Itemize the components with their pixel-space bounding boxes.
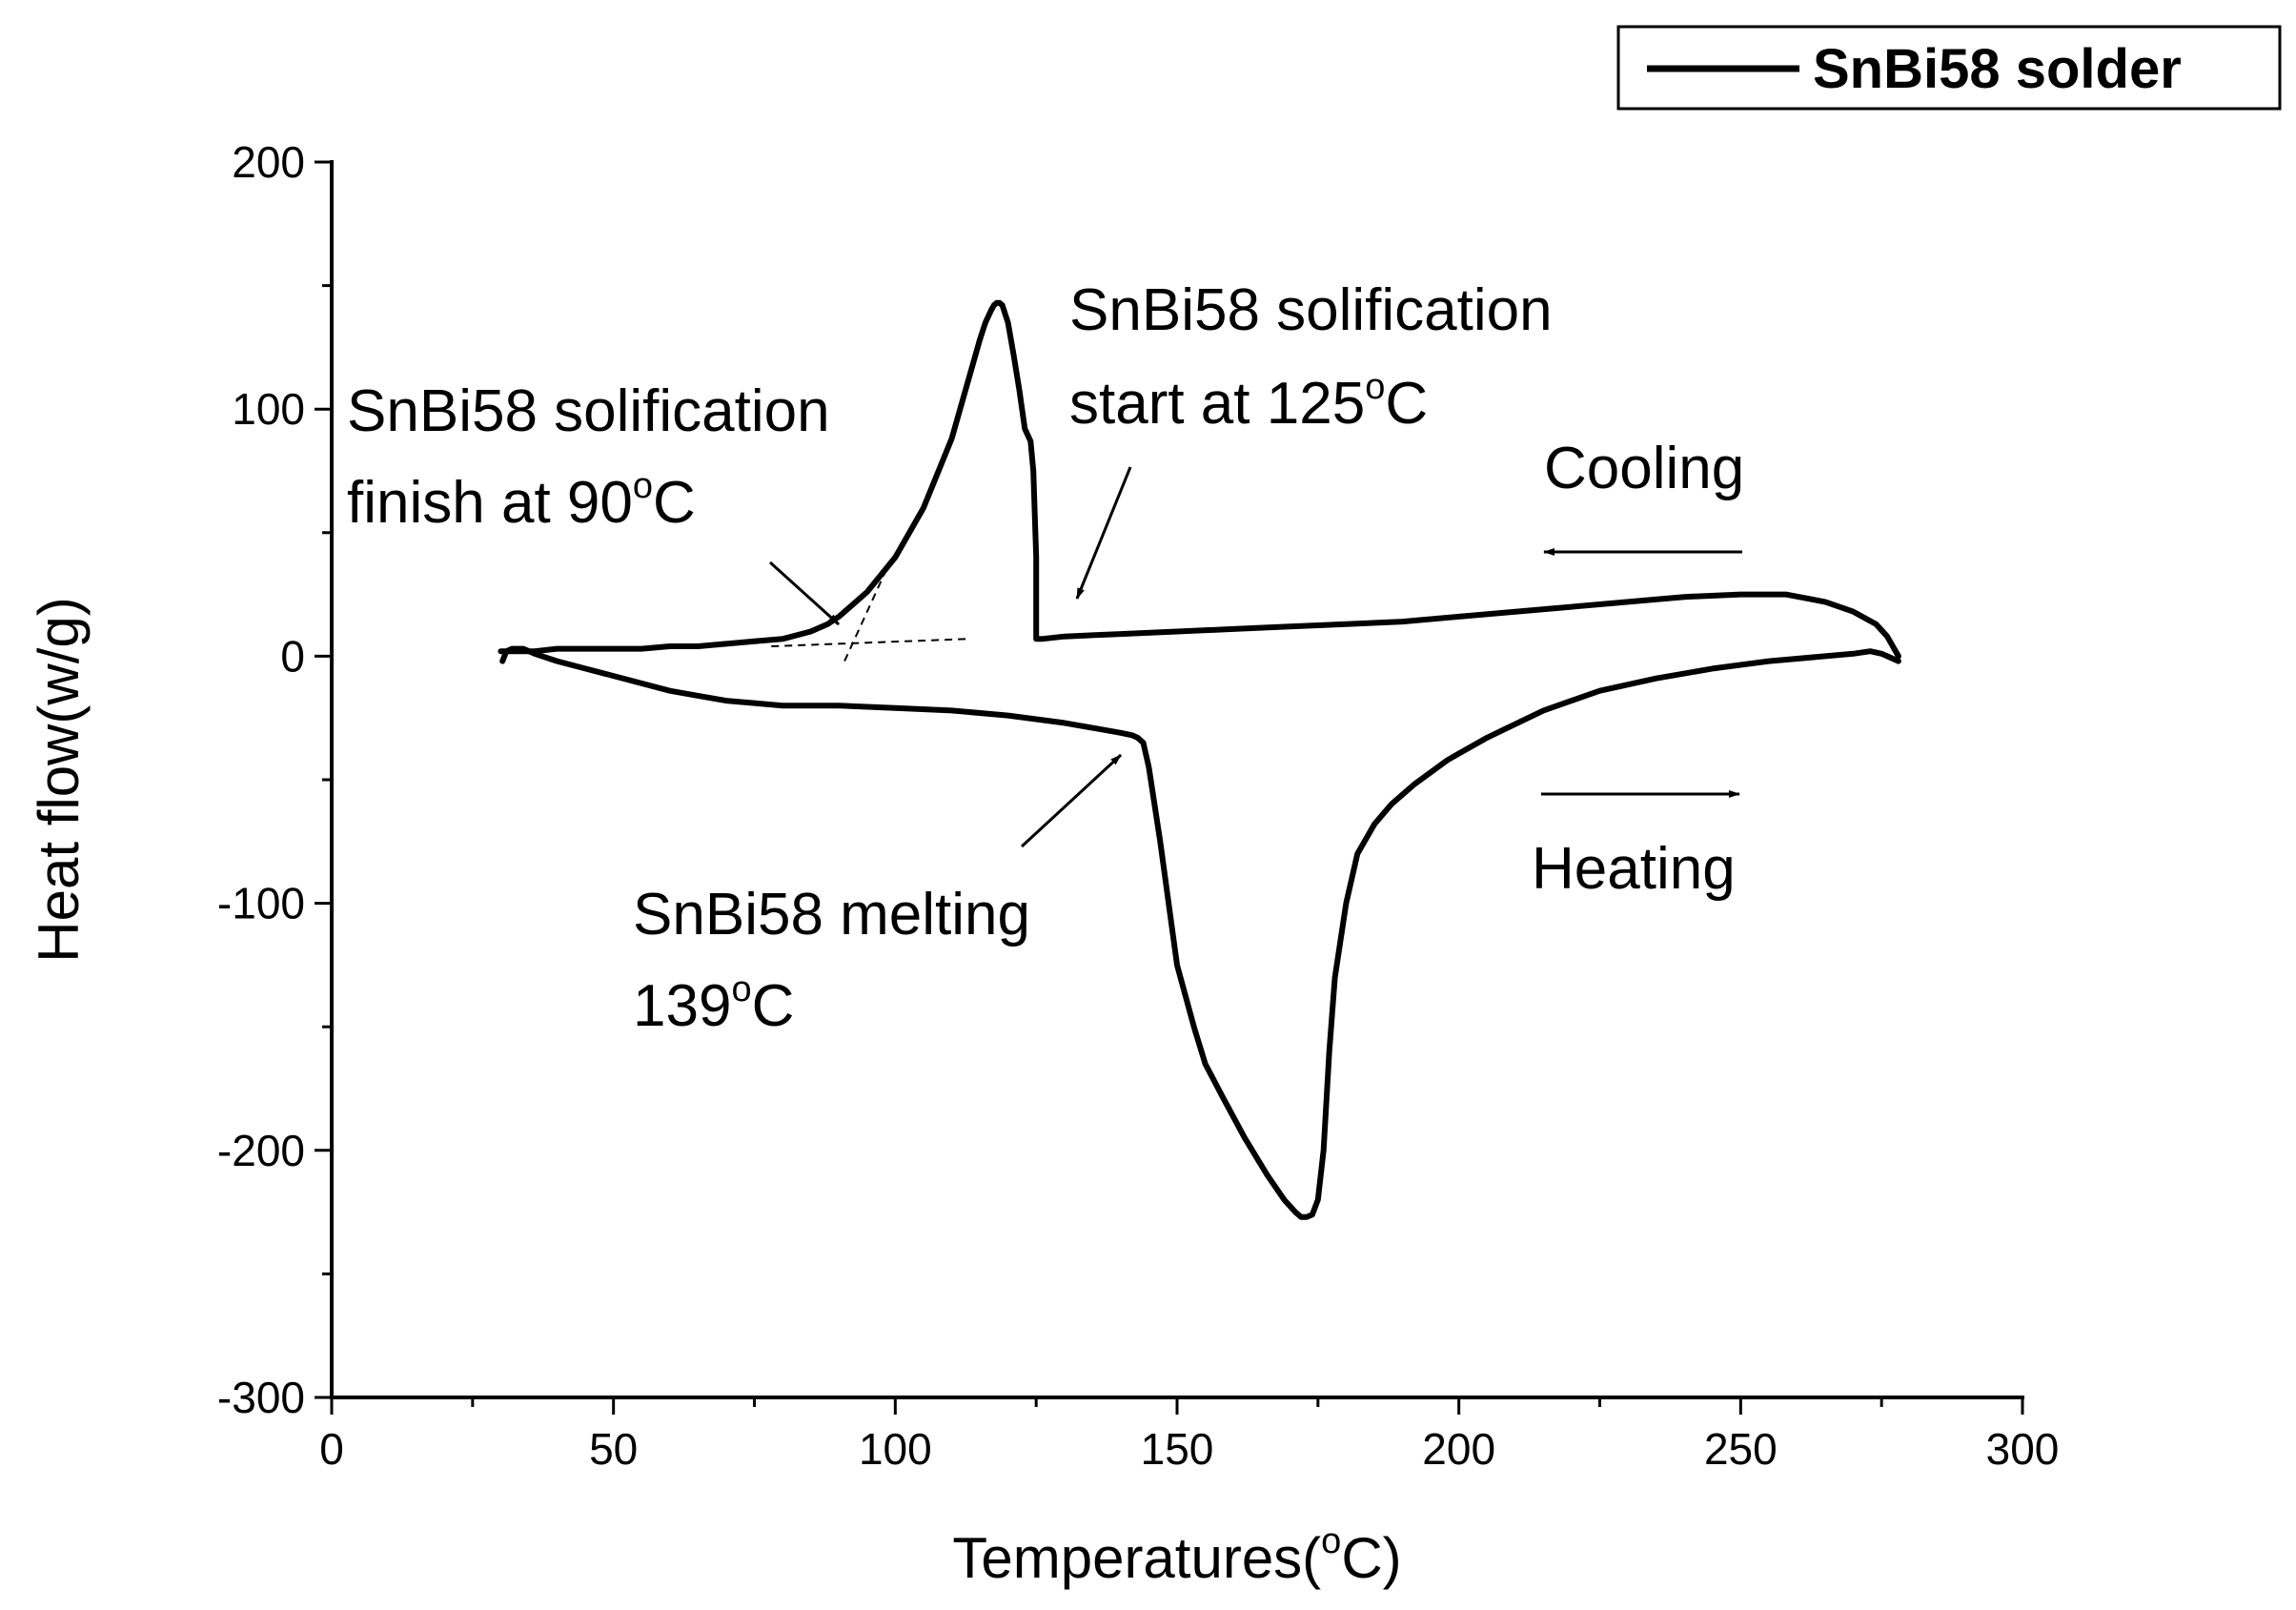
annotation-heating: Heating [1532, 836, 1736, 902]
series-layer [498, 299, 1901, 1220]
series-line-cooling [498, 299, 1901, 660]
x-tick-label: 0 [319, 1424, 344, 1474]
baseline-tangent [771, 638, 969, 648]
y-tick-label: -300 [217, 1373, 305, 1422]
slope-tangent [843, 561, 891, 662]
x-tick-label: 50 [589, 1424, 638, 1474]
x-tick-labels: 0 50 100 150 200 250 300 [319, 1424, 2059, 1474]
annotations: SnBi58 solification finish at 90oC SnBi5… [347, 277, 1744, 1039]
y-tick-label: 100 [232, 384, 305, 434]
arrow-sol-start [1075, 466, 1132, 600]
legend-label: SnBi58 solder [1813, 38, 2182, 100]
construction-lines [771, 561, 969, 662]
annotation-sol-finish: SnBi58 solification finish at 90oC [347, 378, 846, 536]
y-tick-label: 200 [232, 137, 305, 187]
y-axis-title: Heat flow(w/g) [27, 597, 91, 962]
annotation-sol-start: SnBi58 solification start at 125oC [1069, 277, 1569, 437]
x-tick-label: 250 [1704, 1424, 1778, 1474]
series-line-heating [499, 645, 1901, 1220]
axes: 0 50 100 150 200 250 300 200 100 0 -100 -200 -300 [217, 137, 2059, 1474]
annotation-cooling: Cooling [1544, 436, 1744, 501]
legend: SnBi58 solder [1616, 25, 2282, 111]
x-axis-title: Temperatures(oC) [952, 1521, 1401, 1590]
y-tick-label: -200 [217, 1126, 305, 1175]
y-tick-label: 0 [280, 631, 305, 681]
y-tick-labels: 200 100 0 -100 -200 -300 [217, 137, 305, 1422]
x-tick-label: 300 [1986, 1424, 2060, 1474]
arrow-melting [1020, 753, 1123, 848]
annotation-arrows [768, 466, 1742, 848]
annotation-melting: SnBi58 melting 139oC [633, 882, 1046, 1039]
x-tick-label: 150 [1141, 1424, 1214, 1474]
y-ticks [315, 160, 332, 1399]
x-tick-label: 200 [1422, 1424, 1495, 1474]
y-tick-label: -100 [217, 879, 305, 928]
x-ticks [330, 1397, 2024, 1415]
x-tick-label: 100 [859, 1424, 932, 1474]
arrow-sol-finish [768, 560, 841, 626]
